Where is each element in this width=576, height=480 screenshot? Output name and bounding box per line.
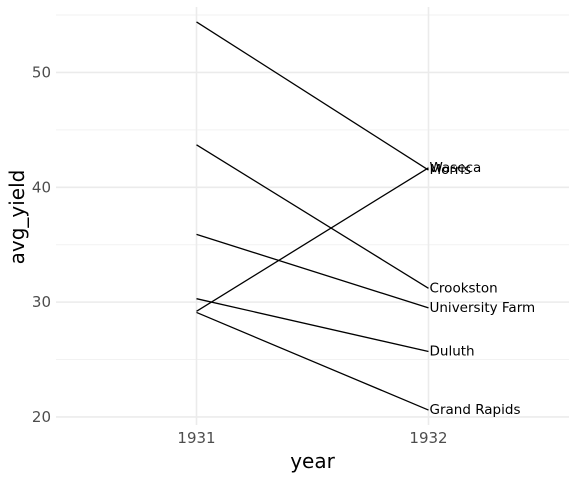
y-axis-tick-labels: 20 30 40 50 — [32, 63, 51, 426]
series-label-grand-rapids: Grand Rapids — [430, 402, 521, 418]
x-tick-label: 1932 — [409, 429, 447, 447]
y-tick-label: 50 — [32, 63, 51, 81]
minor-gridlines — [56, 14, 569, 361]
series-line-morris — [196, 21, 429, 171]
series-label-duluth: Duluth — [430, 344, 475, 360]
y-tick-label: 40 — [32, 178, 51, 196]
y-tick-label: 20 — [32, 408, 51, 426]
y-axis-title: avg_yield — [5, 170, 29, 265]
x-tick-label: 1931 — [177, 429, 215, 447]
major-gridlines — [56, 7, 569, 425]
series-lines — [196, 21, 429, 411]
series-label-morris: Morris — [430, 162, 472, 178]
series-line-grand-rapids — [196, 311, 429, 411]
x-axis-tick-labels: 1931 1932 — [177, 429, 447, 447]
series-line-university-farm — [196, 233, 429, 309]
y-tick-label: 30 — [32, 293, 51, 311]
series-line-duluth — [196, 298, 429, 353]
series-label-university-farm: University Farm — [430, 300, 536, 316]
series-label-crookston: Crookston — [430, 280, 498, 296]
series-line-waseca — [196, 167, 429, 312]
series-label-waseca: Waseca — [430, 160, 482, 176]
series-line-crookston — [196, 144, 429, 289]
x-axis-title: year — [290, 449, 335, 473]
